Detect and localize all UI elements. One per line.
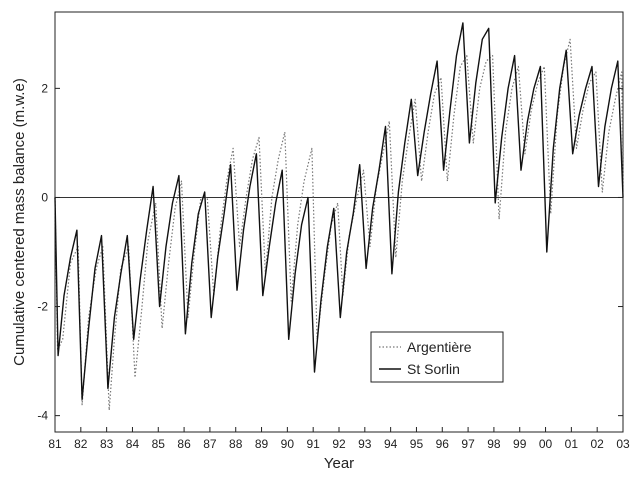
series-line-st-sorlin (54, 22, 624, 400)
x-tick-label: 03 (616, 437, 630, 451)
y-axis-ticks: -4 -2 0 2 (37, 81, 623, 423)
x-tick-label: 98 (487, 437, 501, 451)
x-tick-label: 88 (229, 437, 243, 451)
x-tick-label: 92 (332, 437, 346, 451)
x-tick-label: 97 (461, 437, 475, 451)
legend-label-st-sorlin: St Sorlin (407, 361, 460, 377)
y-axis-label: Cumulative centered mass balance (m.w.e) (11, 78, 28, 366)
y-tick-label: -4 (37, 409, 48, 423)
x-tick-label: 83 (100, 437, 114, 451)
x-tick-label: 96 (436, 437, 450, 451)
x-tick-label: 95 (410, 437, 424, 451)
legend-label-argentiere: Argentière (407, 339, 472, 355)
x-tick-label: 90 (281, 437, 295, 451)
series-layer (54, 22, 624, 411)
x-tick-label: 84 (126, 437, 140, 451)
x-tick-label: 82 (74, 437, 88, 451)
x-tick-label: 89 (255, 437, 269, 451)
x-axis-ticks: 81 82 83 84 85 86 87 88 89 90 91 92 93 94 95 96 97 98 99 00… (48, 427, 630, 451)
x-tick-label: 87 (203, 437, 217, 451)
legend-box (370, 331, 504, 383)
x-tick-label: 85 (152, 437, 166, 451)
x-tick-label: 02 (591, 437, 605, 451)
x-tick-label: 01 (565, 437, 579, 451)
x-tick-label: 86 (177, 437, 191, 451)
x-tick-label: 00 (539, 437, 553, 451)
x-tick-label: 91 (307, 437, 321, 451)
y-tick-label: 0 (41, 190, 48, 204)
x-axis-label: Year (324, 455, 354, 472)
x-tick-label: 81 (48, 437, 62, 451)
legend: Argentière St Sorlin (370, 331, 504, 383)
series-line-argentiere (54, 38, 624, 411)
y-tick-label: -2 (37, 300, 48, 314)
y-tick-label: 2 (41, 81, 48, 95)
x-tick-label: 99 (513, 437, 527, 451)
x-tick-label: 94 (384, 437, 398, 451)
x-tick-label: 93 (358, 437, 372, 451)
